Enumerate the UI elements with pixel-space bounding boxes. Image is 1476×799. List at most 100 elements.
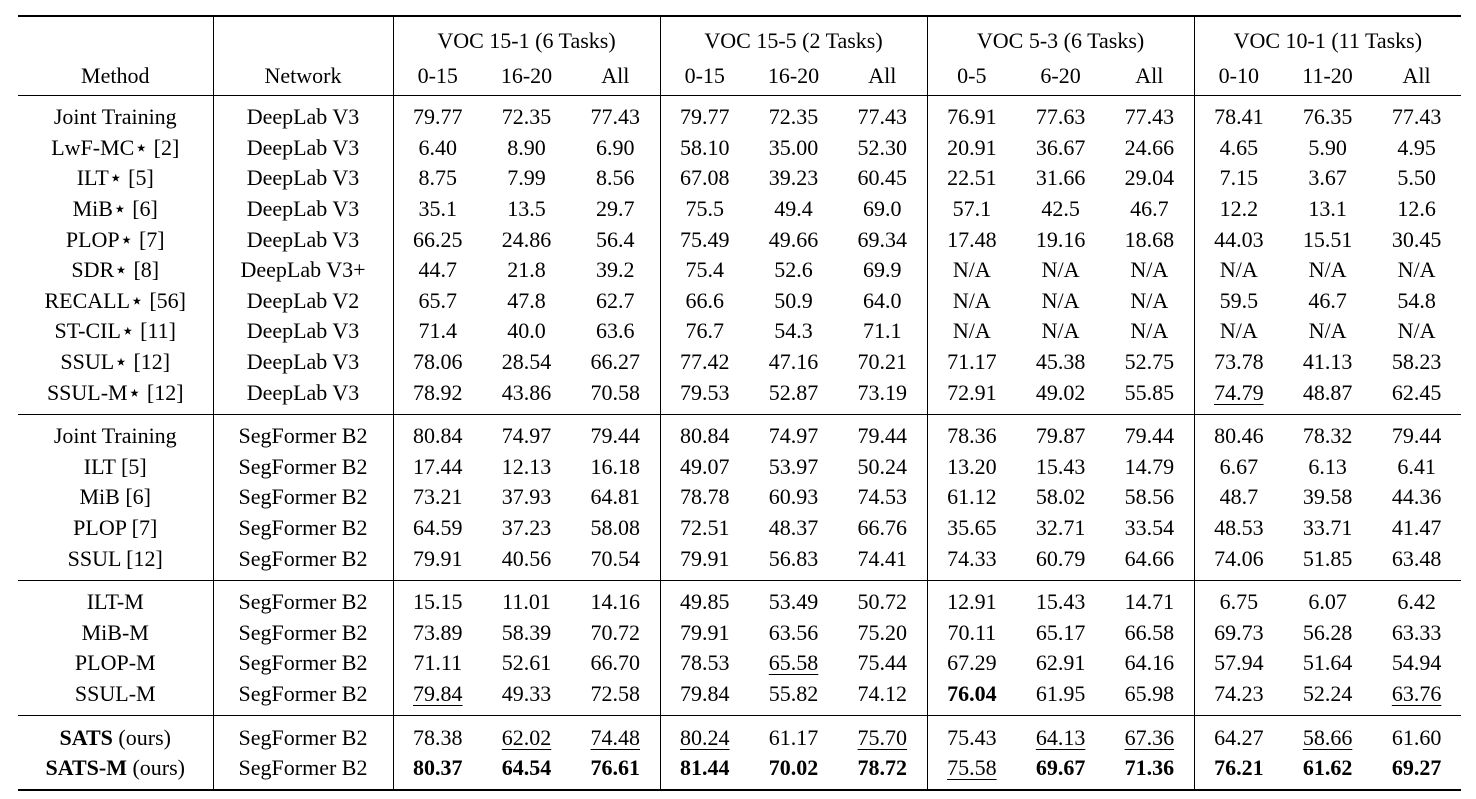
cell-text: 61.95 <box>1035 680 1086 706</box>
cell-text: 6.40 <box>418 134 458 160</box>
cell-text: 71.36 <box>1124 755 1175 781</box>
value-cell: 56.4 <box>571 224 661 255</box>
cell-text: 47.8 <box>507 287 546 313</box>
value-cell: 58.56 <box>1105 482 1195 513</box>
value-cell: 42.5 <box>1016 194 1105 225</box>
value-cell: 15.15 <box>393 580 482 617</box>
cell-text: VOC 15-1 (6 Tasks) <box>437 28 616 53</box>
value-cell: 77.63 <box>1016 96 1105 133</box>
cell-text: 78.06 <box>413 349 463 375</box>
value-cell: 63.33 <box>1372 618 1461 649</box>
value-cell: 80.84 <box>660 414 749 451</box>
cell-text: 15.43 <box>1035 589 1086 615</box>
cell-text: (ours) <box>132 755 186 781</box>
value-cell: 63.56 <box>749 618 838 649</box>
value-cell: N/A <box>1372 255 1461 286</box>
group-title: VOC 5-3 (6 Tasks) <box>927 16 1195 61</box>
cell-text: 17.44 <box>413 453 463 479</box>
cell-text: N/A <box>1041 318 1080 344</box>
network-cell: SegFormer B2 <box>213 482 394 513</box>
cell-text: PLOP-M <box>74 650 156 676</box>
cell-text: 15.51 <box>1302 226 1353 252</box>
value-cell: 70.72 <box>571 617 661 649</box>
cell-text: SSUL-M <box>74 680 156 706</box>
cell-text: 6.90 <box>596 134 635 160</box>
cell-text: 52.61 <box>501 650 552 676</box>
cell-text: PLOP [7] <box>73 515 158 541</box>
cell-text: 72.58 <box>590 680 641 706</box>
cell-text: DeepLab V3 <box>246 104 360 130</box>
value-cell: 6.75 <box>1194 580 1283 617</box>
cell-text: 52.30 <box>857 134 908 160</box>
cell-text: 58.66 <box>1302 724 1353 750</box>
cell-text: 71.4 <box>418 318 458 344</box>
cell-text: 14.16 <box>590 589 641 615</box>
cell-text: 77.63 <box>1035 104 1086 130</box>
value-cell: 67.29 <box>927 648 1016 679</box>
cell-text: SegFormer B2 <box>238 453 368 479</box>
cell-text: 37.23 <box>501 515 552 541</box>
cell-text: 5.50 <box>1397 165 1436 191</box>
cell-text: 79.53 <box>680 379 730 405</box>
cell-text: 39.23 <box>768 165 819 191</box>
cell-text: 57.1 <box>952 196 992 222</box>
cell-text: 59.5 <box>1219 287 1259 313</box>
cell-text: 57.94 <box>1214 650 1264 676</box>
value-cell: 45.38 <box>1016 347 1105 378</box>
cell-text: 77.43 <box>590 104 641 130</box>
value-cell: 75.20 <box>838 617 928 649</box>
value-cell: 76.21 <box>1194 753 1283 791</box>
cell-text: 35.1 <box>418 196 458 222</box>
value-cell: 16.18 <box>571 451 661 483</box>
cell-text: 64.59 <box>413 515 463 541</box>
value-cell: 64.54 <box>482 753 571 791</box>
cell-text: 8.75 <box>418 165 458 191</box>
cell-text: 12.91 <box>947 589 997 615</box>
cell-text: 52.87 <box>768 379 819 405</box>
cell-text: VOC 5-3 (6 Tasks) <box>976 28 1145 53</box>
cell-text: SegFormer B2 <box>238 619 368 645</box>
cell-text: DeepLab V3 <box>246 349 360 375</box>
cell-text: 46.7 <box>1130 196 1169 222</box>
value-cell: 12.2 <box>1194 194 1283 225</box>
cell-text: 75.70 <box>857 724 908 750</box>
cell-text: 56.4 <box>596 226 635 252</box>
cell-text: 16-20 <box>500 63 553 88</box>
cell-text: 75.43 <box>947 724 997 750</box>
value-cell: 72.58 <box>571 678 661 716</box>
cell-text: DeepLab V2 <box>246 287 360 313</box>
value-cell: 61.60 <box>1372 716 1461 753</box>
cell-text: 63.56 <box>768 619 819 645</box>
cell-text: All <box>868 63 897 88</box>
cell-text: 14.71 <box>1124 589 1175 615</box>
value-cell: 24.86 <box>482 224 571 255</box>
cell-text: SDR⋆ [8] <box>71 257 160 283</box>
value-cell: 71.1 <box>838 316 928 347</box>
cell-text: 67.36 <box>1124 724 1175 750</box>
value-cell: 5.50 <box>1372 163 1461 194</box>
table-row: Joint Training SegFormer B2 80.84 74.97 79.4… <box>18 414 1461 452</box>
value-cell: 60.93 <box>749 482 838 513</box>
results-table: VOC 15-1 (6 Tasks) VOC 15-5 (2 Tasks) VOC … <box>18 15 1462 791</box>
table-row: LwF-MC⋆ [2] DeepLab V3 6.40 8.90 6.90 58.10 35… <box>18 132 1461 164</box>
value-cell: 75.44 <box>838 648 928 679</box>
value-cell: 53.97 <box>749 452 838 483</box>
table-row: PLOP⋆ [7] DeepLab V3 66.25 24.86 56.4 75.49 49… <box>18 224 1461 255</box>
value-cell: 52.87 <box>749 377 838 414</box>
value-cell: 6.90 <box>571 132 661 164</box>
cell-text: 80.24 <box>680 724 730 750</box>
value-cell: N/A <box>1105 254 1195 286</box>
value-cell: 74.53 <box>838 482 928 513</box>
method-cell: ST-CIL⋆ [11] <box>18 316 214 347</box>
cell-text: 60.79 <box>1035 545 1086 571</box>
cell-text: 50.24 <box>857 453 908 479</box>
cell-text: 69.9 <box>863 257 902 283</box>
value-cell: 13.1 <box>1283 194 1372 225</box>
value-cell: N/A <box>927 286 1016 317</box>
value-cell: 79.87 <box>1016 414 1105 451</box>
cell-text: SATS-M <box>45 755 127 781</box>
value-cell: 46.7 <box>1283 286 1372 317</box>
cell-text: 74.53 <box>857 484 908 510</box>
cell-text: Network <box>264 63 342 88</box>
cell-text: 47.16 <box>768 349 819 375</box>
